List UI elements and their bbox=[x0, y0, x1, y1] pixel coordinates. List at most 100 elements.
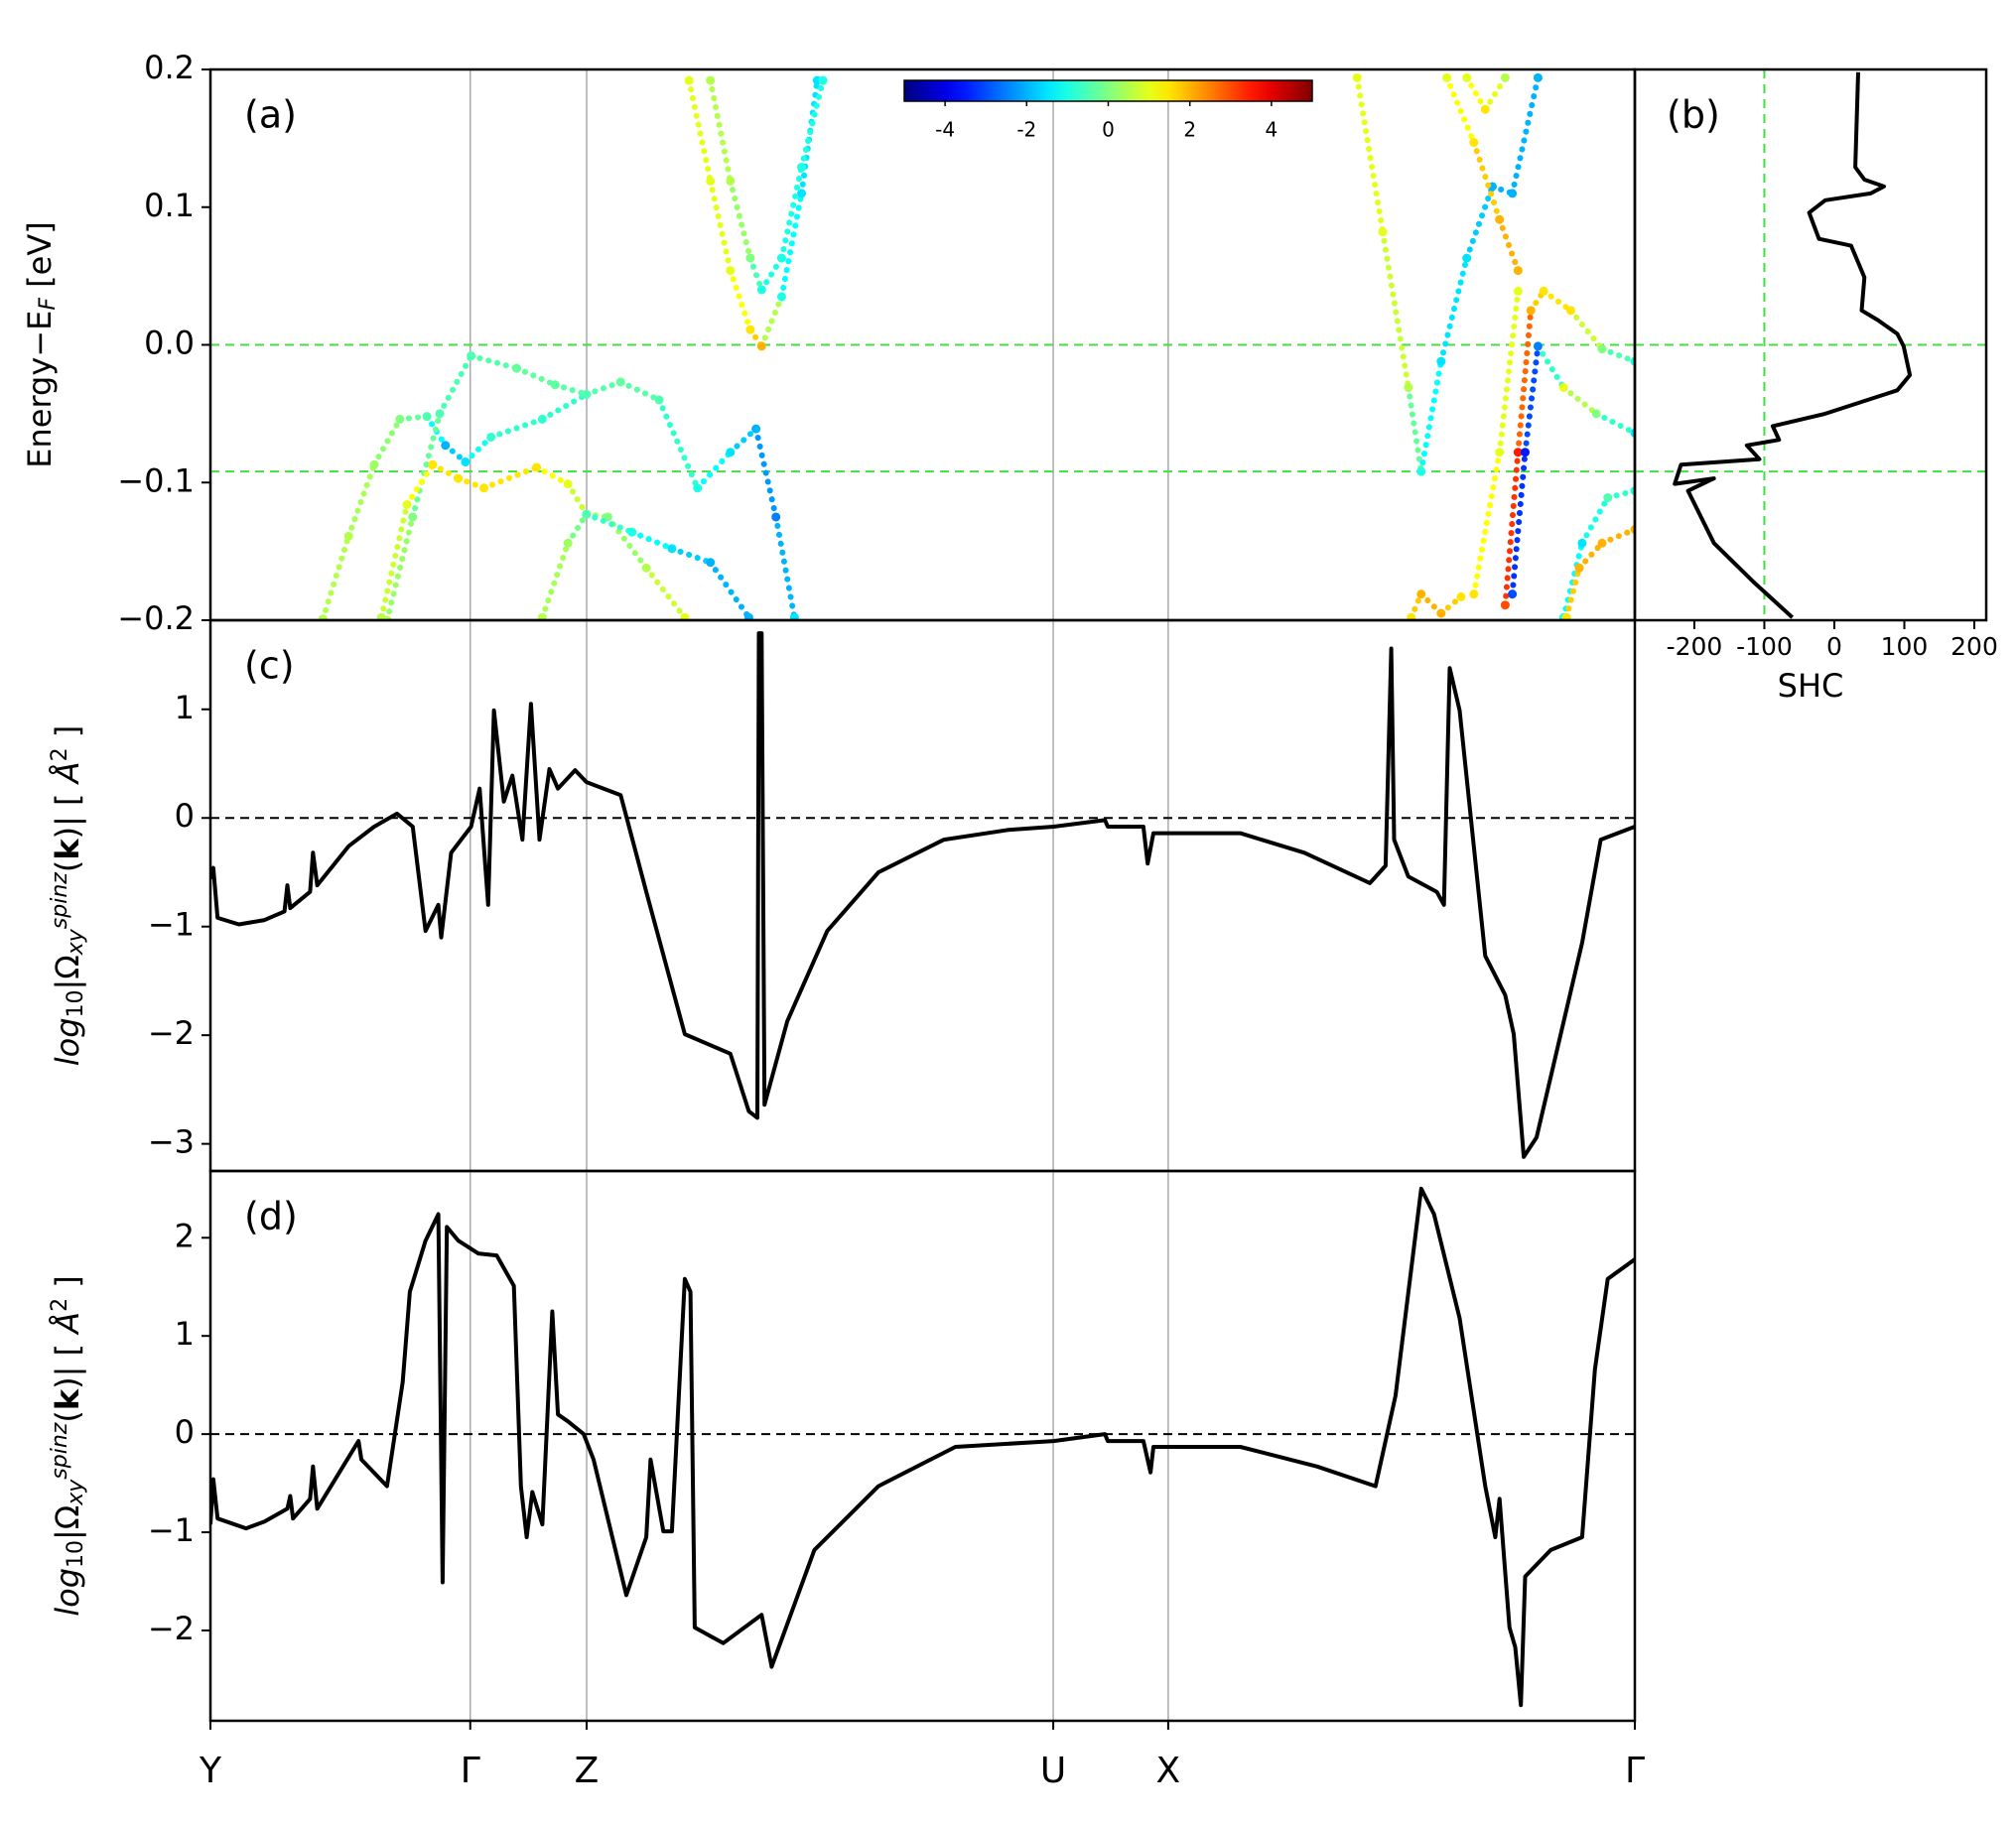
x-tick-label: X bbox=[1156, 1751, 1181, 1791]
band-segment bbox=[1437, 255, 1470, 365]
band-point bbox=[318, 614, 328, 620]
colorbar bbox=[903, 79, 1313, 102]
band-point bbox=[532, 462, 542, 472]
band-segment bbox=[1417, 358, 1444, 475]
band-point bbox=[751, 424, 761, 434]
band-segment bbox=[798, 77, 821, 196]
band-point bbox=[1561, 612, 1571, 620]
y-tick-label: 0 bbox=[175, 797, 195, 835]
band-segment bbox=[686, 77, 714, 185]
band-point bbox=[1469, 589, 1479, 599]
y-axis-label-part: log bbox=[49, 1017, 86, 1066]
x-tick-label: Z bbox=[575, 1751, 600, 1791]
band-point bbox=[369, 459, 379, 469]
y-axis-label-part: spinz bbox=[48, 872, 72, 929]
x-tick-label: -100 bbox=[1736, 632, 1793, 661]
band-point bbox=[706, 558, 716, 568]
band-segment bbox=[1598, 345, 1635, 365]
x-tick-label: -200 bbox=[1667, 632, 1723, 661]
band-point bbox=[563, 479, 573, 489]
band-segment bbox=[429, 461, 462, 482]
band-point bbox=[1558, 383, 1568, 393]
band-point bbox=[512, 363, 522, 373]
y-axis-label-part: xy bbox=[64, 1479, 88, 1506]
y-axis-label-part: ] bbox=[49, 725, 86, 748]
band-point bbox=[797, 163, 807, 173]
band-point bbox=[1495, 448, 1505, 457]
band-point bbox=[706, 75, 716, 85]
panel-label: (a) bbox=[244, 93, 297, 137]
band-segment bbox=[1541, 288, 1574, 314]
y-tick-label: −2 bbox=[148, 1014, 195, 1052]
band-point bbox=[771, 512, 781, 522]
band-point bbox=[743, 612, 753, 620]
x-tick-label: Y bbox=[199, 1751, 222, 1791]
band-segment bbox=[617, 378, 663, 403]
y-tick-label: −2 bbox=[148, 1610, 195, 1647]
band-segment bbox=[565, 480, 590, 518]
y-tick-label: 0 bbox=[175, 1413, 195, 1451]
data-line bbox=[210, 1186, 1635, 1708]
y-axis-label-part: log bbox=[49, 1568, 86, 1617]
band-point bbox=[1378, 227, 1388, 237]
band-point bbox=[467, 351, 476, 361]
band-segment bbox=[758, 293, 785, 349]
colorbar-tick-label: 4 bbox=[1266, 118, 1278, 142]
band-point bbox=[1442, 72, 1452, 82]
band-segment bbox=[409, 410, 444, 520]
band-segment bbox=[1482, 74, 1509, 113]
band-segment bbox=[668, 545, 714, 566]
x-tick-label: U bbox=[1040, 1751, 1066, 1791]
band-segment bbox=[1576, 540, 1605, 572]
data-line bbox=[1673, 71, 1913, 619]
y-axis-label-part: 10 bbox=[64, 1540, 88, 1568]
band-segment bbox=[539, 540, 572, 620]
y-axis-label-part: xy bbox=[64, 928, 88, 956]
y-tick-label: 0.2 bbox=[144, 49, 195, 86]
x-axis-label: SHC bbox=[1778, 667, 1844, 705]
y-axis-label-part: k bbox=[49, 1388, 86, 1410]
y-axis-label-part: )| [ bbox=[49, 783, 86, 839]
band-point bbox=[1500, 600, 1510, 610]
band-point bbox=[1521, 448, 1531, 457]
y-axis-label: Energy−EF [eV] bbox=[21, 221, 61, 467]
y-axis-label-part: |Ω bbox=[49, 1505, 86, 1540]
panel-label: (d) bbox=[244, 1195, 298, 1238]
band-point bbox=[615, 377, 625, 387]
band-point bbox=[1436, 356, 1446, 366]
band-point bbox=[680, 612, 690, 620]
y-axis-label-part: ( bbox=[49, 1410, 86, 1422]
band-point bbox=[479, 483, 489, 493]
band-point bbox=[789, 612, 799, 620]
band-segment bbox=[628, 529, 675, 552]
band-point bbox=[627, 527, 637, 537]
band-point bbox=[402, 499, 412, 509]
band-point bbox=[1603, 493, 1613, 503]
y-axis-label-part: |Ω bbox=[49, 955, 86, 989]
y-tick-label: −0.1 bbox=[117, 461, 195, 499]
band-segment bbox=[727, 178, 753, 262]
band-point bbox=[706, 176, 716, 186]
panel-label: (c) bbox=[244, 644, 295, 688]
band-point bbox=[1574, 563, 1584, 573]
plot-area bbox=[210, 1171, 1635, 1721]
data-line bbox=[210, 631, 1635, 1159]
band-segment bbox=[487, 416, 546, 441]
band-segment bbox=[565, 511, 590, 547]
band-point bbox=[428, 459, 438, 469]
band-point bbox=[1404, 383, 1413, 393]
band-point bbox=[1513, 286, 1523, 296]
band-segment bbox=[462, 434, 494, 465]
band-point bbox=[1591, 409, 1601, 419]
band-segment bbox=[1535, 342, 1567, 391]
y-axis-label: log10|Ωxyspinz(k)| [ Å2 ] bbox=[48, 1275, 87, 1617]
y-axis-label-part: 10 bbox=[64, 989, 88, 1017]
band-segment bbox=[539, 391, 590, 423]
band-point bbox=[1462, 253, 1472, 263]
band-point bbox=[1469, 138, 1479, 148]
band-point bbox=[454, 473, 464, 483]
y-axis-label-part: Å bbox=[49, 1312, 86, 1336]
band-segment bbox=[752, 426, 779, 520]
band-point bbox=[461, 456, 470, 466]
